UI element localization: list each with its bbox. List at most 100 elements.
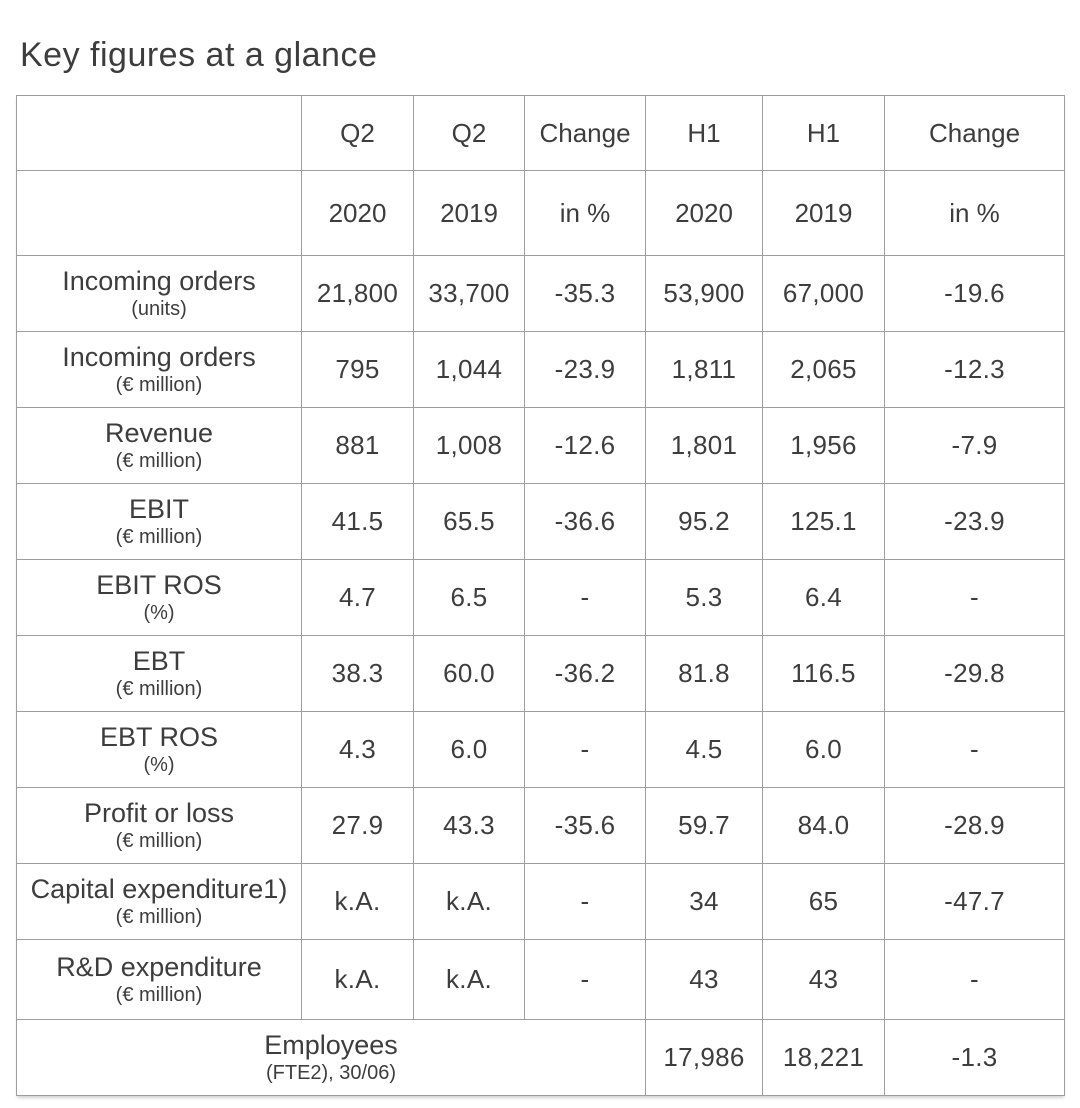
header-q2-a: Q2 [301, 95, 414, 171]
table-row: EBT (€ million) 38.3 60.0 -36.2 81.8 116.5 -29.… [16, 635, 1065, 712]
value-cell: -23.9 [524, 331, 646, 408]
header-empty-cell [16, 95, 302, 171]
value-cell: -28.9 [884, 787, 1065, 864]
value-cell: -12.3 [884, 331, 1065, 408]
value-cell: - [884, 559, 1065, 636]
value-cell: 5.3 [645, 559, 763, 636]
header-change-b: Change [884, 95, 1065, 171]
header-empty-cell [16, 170, 302, 256]
row-label: Incoming orders [62, 266, 256, 297]
value-cell: -19.6 [884, 255, 1065, 332]
row-label-cell: EBIT ROS (%) [16, 559, 302, 636]
header-change-a: Change [524, 95, 646, 171]
value-cell: 4.5 [645, 711, 763, 788]
table-row: EBIT ROS (%) 4.7 6.5-5.3 6.4- [16, 559, 1065, 636]
value-cell: 6.0 [762, 711, 885, 788]
table-row: R&D expenditure (€ million) k.A. k.A. -43 43- [16, 939, 1065, 1020]
value-cell: 81.8 [645, 635, 763, 712]
row-sublabel: (units) [131, 297, 187, 320]
row-label: Incoming orders [62, 342, 256, 373]
row-label-cell: R&D expenditure (€ million) [16, 939, 302, 1020]
value-cell: - [884, 939, 1065, 1020]
value-cell: -23.9 [884, 483, 1065, 560]
table-row: Revenue (€ million) 881 1,008 -12.6 1,801 1,95… [16, 407, 1065, 484]
header-year-2020-b: 2020 [645, 170, 763, 256]
row-sublabel: (€ million) [115, 449, 203, 472]
value-cell: 41.5 [301, 483, 414, 560]
value-cell: 6.0 [413, 711, 525, 788]
row-label-cell: Incoming orders (€ million) [16, 331, 302, 408]
value-cell: 18,221 [762, 1019, 885, 1096]
table-row: Employees (FTE2), 30/06) 17,986 18,221 -1.3 [16, 1019, 1065, 1096]
value-cell: - [884, 711, 1065, 788]
row-sublabel: (%) [143, 601, 175, 624]
row-sublabel: (FTE2), 30/06) [265, 1061, 397, 1084]
row-label-cell: EBT ROS (%) [16, 711, 302, 788]
value-cell: 881 [301, 407, 414, 484]
header-h1-b: H1 [762, 95, 885, 171]
row-sublabel: (%) [143, 753, 175, 776]
row-label: EBIT [128, 494, 189, 525]
table-row: Incoming orders (€ million) 795 1,044 -23.9 1… [16, 331, 1065, 408]
header-row-year: 2020 2019 in % 2020 2019 in % [16, 170, 1065, 256]
row-sublabel: (€ million) [115, 525, 203, 548]
value-cell: 116.5 [762, 635, 885, 712]
row-label: Revenue [104, 418, 214, 449]
row-label: Employees [264, 1030, 398, 1061]
value-cell: 59.7 [645, 787, 763, 864]
table-row: EBT ROS (%) 4.3 6.0-4.5 6.0- [16, 711, 1065, 788]
value-cell: 6.5 [413, 559, 525, 636]
value-cell: 1,008 [413, 407, 525, 484]
value-cell: 2,065 [762, 331, 885, 408]
row-label-cell: Profit or loss (€ million) [16, 787, 302, 864]
value-cell: -36.6 [524, 483, 646, 560]
header-row-period: Q2 Q2 Change H1 H1 Change [16, 95, 1065, 171]
value-cell: -7.9 [884, 407, 1065, 484]
row-label-cell: EBIT (€ million) [16, 483, 302, 560]
value-cell: - [524, 863, 646, 940]
row-sublabel: (€ million) [115, 829, 203, 852]
table-row: Profit or loss (€ million) 27.9 43.3 -35.6 59… [16, 787, 1065, 864]
row-label-cell: Revenue (€ million) [16, 407, 302, 484]
value-cell: -29.8 [884, 635, 1065, 712]
value-cell: 53,900 [645, 255, 763, 332]
value-cell: -35.6 [524, 787, 646, 864]
row-label: Profit or loss [83, 798, 235, 829]
row-label: EBIT ROS [96, 570, 222, 601]
value-cell: -36.2 [524, 635, 646, 712]
value-cell: 38.3 [301, 635, 414, 712]
value-cell: k.A. [301, 939, 414, 1020]
value-cell: 17,986 [645, 1019, 763, 1096]
table-row: Incoming orders (units) 21,800 33,700 -35.3 5… [16, 255, 1065, 332]
value-cell: 1,044 [413, 331, 525, 408]
header-year-2019-b: 2019 [762, 170, 885, 256]
value-cell: k.A. [413, 863, 525, 940]
row-label-cell: Incoming orders (units) [16, 255, 302, 332]
value-cell: k.A. [301, 863, 414, 940]
value-cell: 34 [645, 863, 763, 940]
value-cell: -35.3 [524, 255, 646, 332]
value-cell: 65.5 [413, 483, 525, 560]
value-cell: 43.3 [413, 787, 525, 864]
value-cell: 4.3 [301, 711, 414, 788]
row-label-cell: Capital expenditure1) (€ million) [16, 863, 302, 940]
header-in-percent-a: in % [524, 170, 646, 256]
table-row: EBIT (€ million) 41.5 65.5 -36.6 95.2 125.1 -23… [16, 483, 1065, 560]
value-cell: 1,811 [645, 331, 763, 408]
key-figures-table: Q2 Q2 Change H1 H1 Change 2020 2019 in %… [16, 95, 1065, 1096]
row-label: EBT ROS [99, 722, 219, 753]
value-cell: - [524, 939, 646, 1020]
header-h1-a: H1 [645, 95, 763, 171]
value-cell: -1.3 [884, 1019, 1065, 1096]
row-sublabel: (€ million) [115, 373, 203, 396]
value-cell: 84.0 [762, 787, 885, 864]
value-cell: 95.2 [645, 483, 763, 560]
value-cell: - [524, 711, 646, 788]
header-q2-b: Q2 [413, 95, 525, 171]
value-cell: -47.7 [884, 863, 1065, 940]
value-cell: 33,700 [413, 255, 525, 332]
value-cell: 1,956 [762, 407, 885, 484]
header-year-2019-a: 2019 [413, 170, 525, 256]
row-label-cell: Employees (FTE2), 30/06) [16, 1019, 646, 1096]
